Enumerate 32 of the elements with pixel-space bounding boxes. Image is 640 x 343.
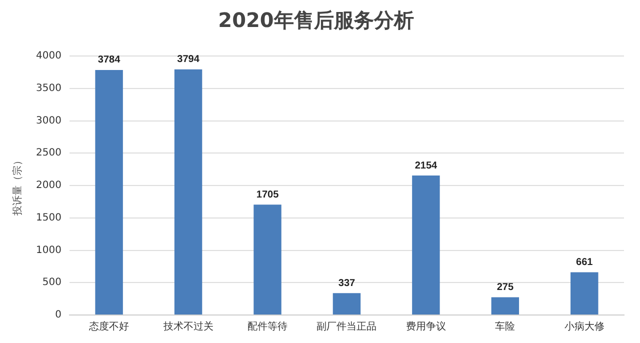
x-tick-label: 态度不好 (88, 320, 130, 333)
y-tick-label: 2500 (36, 148, 62, 159)
x-tick-label: 技术不过关 (162, 320, 214, 333)
y-tick-label: 500 (42, 277, 62, 288)
data-label: 1705 (256, 189, 280, 200)
bar (254, 204, 282, 314)
x-tick-label: 车险 (495, 320, 516, 333)
data-label: 661 (576, 256, 594, 268)
y-tick-label: 0 (55, 310, 62, 321)
y-tick-label: 1500 (36, 212, 62, 224)
data-label: 3784 (98, 54, 121, 66)
bar (332, 293, 361, 314)
bar (412, 176, 440, 314)
y-axis-title: 投诉量（宗） (12, 156, 24, 216)
data-label: 3794 (177, 54, 200, 66)
bar (491, 297, 520, 314)
bar (174, 69, 202, 314)
bar (570, 272, 598, 314)
y-tick-label: 2000 (36, 180, 62, 192)
chart-title: 2020年售后服务分析 (218, 8, 414, 32)
y-tick-label: 1000 (36, 244, 62, 256)
x-tick-label: 副厂件当正品 (316, 320, 377, 333)
y-tick-label: 3500 (36, 82, 62, 94)
x-tick-label: 小病大修 (564, 320, 604, 333)
data-label: 2154 (414, 160, 438, 172)
y-tick-label: 3000 (36, 115, 62, 126)
y-tick-label: 4000 (36, 50, 62, 62)
data-label: 275 (496, 282, 514, 293)
x-tick-label: 费用争议 (406, 320, 446, 333)
data-label: 337 (338, 278, 356, 289)
bar (95, 70, 123, 314)
x-tick-label: 配件等待 (248, 320, 288, 333)
